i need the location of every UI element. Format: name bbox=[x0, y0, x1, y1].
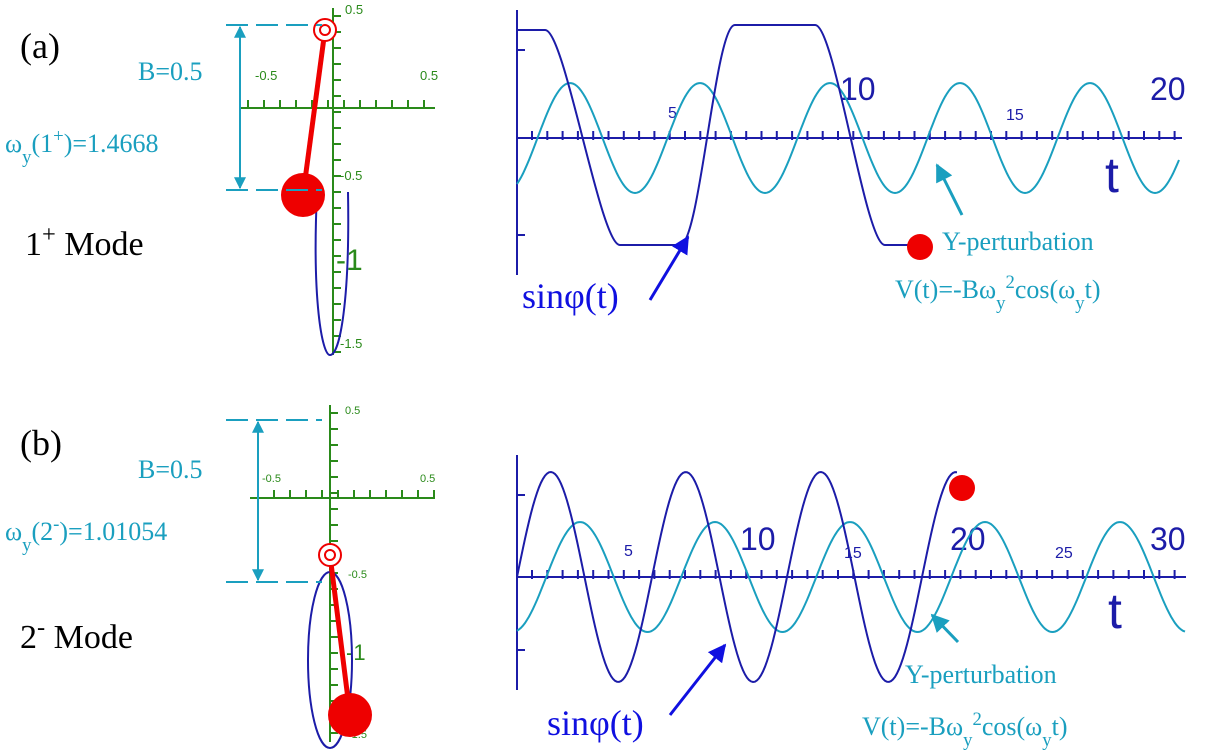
pointer-arrow bbox=[930, 613, 960, 644]
b-label: B=0.5 bbox=[138, 455, 203, 484]
pendulum-tick-label: 0.5 bbox=[420, 473, 435, 485]
text-part: (2 bbox=[31, 517, 53, 546]
curve-label: sinφ(t) bbox=[522, 276, 619, 316]
pendulum-tick-label: -1 bbox=[336, 244, 363, 277]
time-tick-label: 10 bbox=[840, 71, 876, 107]
formula: V(t)=-Bωy2cos(ωyt) bbox=[895, 272, 1101, 314]
b-label: B=0.5 bbox=[138, 57, 203, 86]
text-part: ω bbox=[5, 129, 22, 158]
curve-label: sinφ(t) bbox=[547, 703, 644, 743]
time-tick-label: 5 bbox=[668, 105, 677, 122]
omega-label: ωy(2-)=1.01054 bbox=[5, 514, 167, 556]
time-axis-label: t bbox=[1108, 583, 1122, 639]
text-part: t) bbox=[1085, 275, 1101, 304]
sinphi-curve bbox=[516, 470, 958, 684]
pivot-inner bbox=[324, 549, 336, 561]
pendulum-tick-label: 0.5 bbox=[345, 405, 360, 417]
pendulum-tick-label: -1 bbox=[346, 640, 366, 665]
time-tick-label: 30 bbox=[1150, 521, 1186, 557]
perturbation-label: Y-perturbation bbox=[942, 227, 1094, 256]
text-part: y bbox=[1075, 293, 1085, 314]
time-tick-label: 5 bbox=[624, 543, 633, 560]
panel-label: (b) bbox=[20, 423, 62, 463]
text-part: V(t)=-Bω bbox=[895, 275, 996, 304]
pendulum-tick-label: 0.5 bbox=[345, 2, 363, 17]
pendulum-tick-label: -0.5 bbox=[348, 569, 367, 581]
text-part: t) bbox=[1052, 712, 1068, 741]
text-part: + bbox=[42, 221, 56, 248]
pendulum-tick-label: -0.5 bbox=[255, 68, 277, 83]
text-part: + bbox=[53, 126, 64, 147]
trajectory bbox=[314, 191, 350, 357]
pendulum-tick-label: -0.5 bbox=[262, 473, 281, 485]
time-axis-label: t bbox=[1105, 147, 1119, 203]
text-part: Mode bbox=[56, 226, 144, 263]
time-tick-label: 15 bbox=[844, 545, 862, 562]
time-tick-label: 10 bbox=[740, 521, 776, 557]
text-part: 1 bbox=[25, 226, 42, 263]
time-tick-label: 15 bbox=[1006, 107, 1024, 124]
pendulum-tick-label: 0.5 bbox=[420, 68, 438, 83]
text-part: 2 bbox=[972, 709, 981, 730]
pivot bbox=[318, 543, 342, 567]
text-part: V(t)=-Bω bbox=[862, 712, 963, 741]
pointer-arrow bbox=[935, 163, 964, 216]
text-part: y bbox=[996, 293, 1006, 314]
omega-label: ωy(1+)=1.4668 bbox=[5, 126, 159, 168]
panel-b: 0.5-0.50.5-0.5-1-1.5(b)B=0.5ωy(2-)=1.010… bbox=[5, 405, 1186, 750]
text-part: y bbox=[1042, 730, 1052, 750]
text-part: (1 bbox=[31, 129, 53, 158]
pivot bbox=[313, 18, 337, 42]
text-part: y bbox=[22, 535, 32, 556]
text-part: 2 bbox=[1005, 272, 1014, 293]
end-marker bbox=[949, 475, 975, 501]
pendulum-bob bbox=[281, 173, 325, 217]
pendulum-tick-label: -0.5 bbox=[340, 168, 362, 183]
text-part: - bbox=[37, 614, 45, 641]
text-part: 2 bbox=[20, 619, 37, 656]
perturbation-curve bbox=[516, 520, 1186, 634]
pendulum-rod bbox=[327, 554, 353, 716]
mode-label: 1+ Mode bbox=[25, 221, 144, 264]
panel-a: 0.5-0.5 0.5-0.5-1-1.5(a)B=0.5ωy(1+)=1.466… bbox=[5, 2, 1186, 357]
end-marker bbox=[907, 234, 933, 260]
time-tick-label: 20 bbox=[1150, 71, 1186, 107]
pointer-arrow bbox=[648, 235, 690, 301]
text-part: - bbox=[53, 514, 59, 535]
pendulum-tick-label: -1.5 bbox=[340, 336, 362, 351]
text-part: ω bbox=[5, 517, 22, 546]
text-part: y bbox=[22, 147, 32, 168]
text-part: )=1.4668 bbox=[64, 129, 159, 158]
formula: V(t)=-Bωy2cos(ωyt) bbox=[862, 709, 1068, 750]
text-part: cos(ω bbox=[1015, 275, 1075, 304]
text-part: y bbox=[963, 730, 973, 750]
text-part: )=1.01054 bbox=[59, 517, 167, 546]
text-part: cos(ω bbox=[982, 712, 1042, 741]
pendulum-bob bbox=[328, 693, 372, 737]
pendulum-rod bbox=[300, 29, 328, 196]
perturbation-curve bbox=[516, 82, 1180, 195]
mode-label: 2- Mode bbox=[20, 614, 133, 657]
sinphi-curve bbox=[517, 24, 920, 246]
pointer-arrow bbox=[668, 643, 727, 716]
perturbation-label: Y-perturbation bbox=[905, 660, 1057, 689]
pivot-inner bbox=[319, 24, 331, 36]
time-tick-label: 25 bbox=[1055, 545, 1073, 562]
panel-label: (a) bbox=[20, 26, 60, 66]
text-part: Mode bbox=[45, 619, 133, 656]
